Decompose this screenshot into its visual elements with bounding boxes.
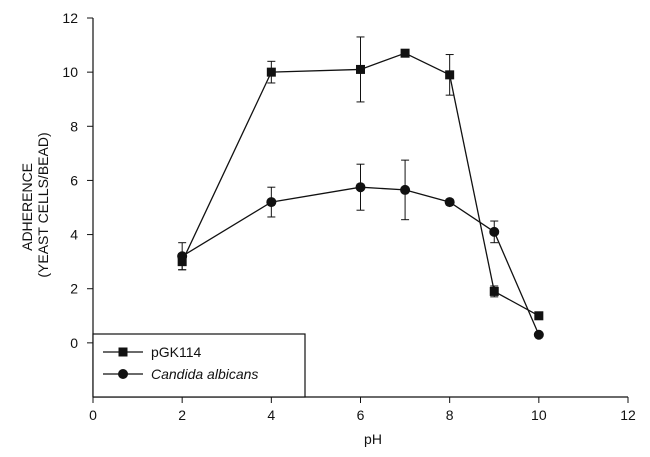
legend-label: Candida albicans	[151, 366, 258, 382]
legend-label: pGK114	[151, 344, 202, 360]
x-tick-label: 6	[357, 407, 365, 423]
y-tick-label: 8	[70, 118, 78, 134]
legend-marker-circle	[118, 369, 128, 379]
y-axis-label-line-2: (YEAST CELLS/BEAD)	[35, 132, 51, 277]
y-tick-label: 10	[62, 64, 78, 80]
data-point-square	[445, 70, 455, 80]
axes: 0 2 4 6 8 10 12 0 2 4 6 8 10 12	[62, 10, 636, 423]
data-point-square	[489, 286, 499, 296]
data-point-circle	[266, 197, 277, 208]
series-layer	[177, 36, 544, 340]
x-tick-label: 10	[531, 407, 547, 423]
legend: pGK114 Candida albicans	[92, 333, 306, 398]
data-point-circle	[355, 182, 366, 193]
legend-box	[92, 333, 306, 398]
y-tick-label: 2	[70, 281, 78, 297]
y-tick-label: 6	[70, 172, 78, 188]
data-point-circle	[177, 251, 188, 262]
y-tick-label: 4	[70, 227, 78, 243]
data-point-square	[266, 67, 276, 77]
data-point-circle	[489, 226, 500, 237]
x-tick-label: 0	[89, 407, 97, 423]
x-tick-label: 8	[446, 407, 454, 423]
x-tick-label: 4	[267, 407, 275, 423]
y-axis-label-line-1: ADHERENCE	[19, 163, 35, 251]
x-axis-label: pH	[364, 431, 382, 447]
data-point-circle	[400, 184, 411, 195]
data-point-square	[400, 48, 410, 58]
data-point-circle	[533, 329, 544, 340]
data-point-circle	[444, 197, 455, 208]
y-tick-label: 12	[62, 10, 78, 26]
x-tick-label: 2	[178, 407, 186, 423]
series-2	[177, 159, 544, 340]
y-tick-label: 0	[70, 335, 78, 351]
y-axis-label: ADHERENCE (YEAST CELLS/BEAD)	[19, 132, 51, 277]
data-point-square	[356, 64, 365, 74]
legend-marker-square	[118, 347, 128, 357]
x-tick-label: 12	[620, 407, 636, 423]
data-point-square	[534, 311, 544, 321]
